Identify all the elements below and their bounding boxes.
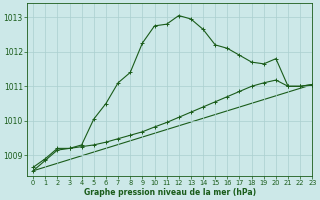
X-axis label: Graphe pression niveau de la mer (hPa): Graphe pression niveau de la mer (hPa) (84, 188, 256, 197)
